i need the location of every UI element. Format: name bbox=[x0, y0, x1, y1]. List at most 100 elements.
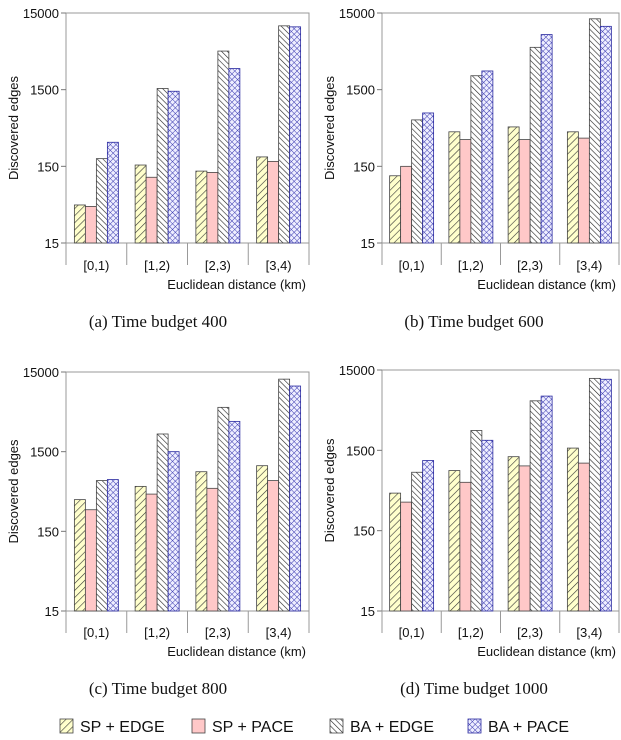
legend-label-sp_edge: SP + EDGE bbox=[80, 719, 165, 736]
caption-b: (b) Time budget 600 bbox=[404, 312, 543, 331]
bar-sp_pace-outline bbox=[206, 172, 219, 244]
bar-sp_pace-outline bbox=[267, 160, 280, 244]
y-tick-label: 150 bbox=[37, 159, 59, 174]
y-axis-label: Discovered edges bbox=[322, 438, 337, 543]
bar-ba_pace-outline bbox=[540, 34, 553, 244]
bar-sp_edge-outline bbox=[134, 164, 147, 244]
bar-sp_pace-outline bbox=[400, 501, 413, 612]
bar-ba_pace-outline bbox=[540, 395, 553, 612]
bar-ba_pace-outline bbox=[481, 439, 494, 612]
legend-swatch-outline bbox=[191, 718, 206, 734]
x-tick-label: [3,4) bbox=[266, 258, 292, 273]
bar-ba_edge-outline bbox=[529, 46, 542, 244]
bar-sp_edge-outline bbox=[389, 175, 402, 244]
bar-ba_pace-outline bbox=[289, 26, 302, 244]
y-axis-label: Discovered edges bbox=[6, 439, 21, 544]
x-tick-label: [0,1) bbox=[399, 625, 425, 640]
y-tick-label: 150 bbox=[37, 524, 59, 539]
legend-swatch-outline bbox=[329, 718, 344, 734]
bar-sp_edge-outline bbox=[73, 499, 86, 612]
y-tick-label: 1500 bbox=[346, 443, 375, 458]
bar-ba_edge-outline bbox=[217, 406, 230, 612]
x-tick-label: [0,1) bbox=[83, 625, 109, 640]
x-axis-label: Euclidean distance (km) bbox=[477, 277, 616, 292]
y-tick-label: 15000 bbox=[339, 363, 375, 378]
y-tick-label: 1500 bbox=[30, 83, 59, 98]
bar-ba_pace-outline bbox=[289, 385, 302, 612]
bar-ba_edge-outline bbox=[470, 430, 483, 612]
bar-sp_pace-outline bbox=[518, 139, 531, 244]
bar-sp_edge-outline bbox=[134, 485, 147, 612]
bar-ba_edge-outline bbox=[588, 377, 601, 612]
bar-sp_edge-outline bbox=[195, 471, 208, 612]
bar-sp_pace-outline bbox=[400, 165, 413, 244]
bar-ba_edge-outline bbox=[529, 400, 542, 612]
legend-label-ba_edge: BA + EDGE bbox=[350, 719, 434, 736]
bar-ba_edge-outline bbox=[278, 25, 291, 244]
y-tick-label: 15 bbox=[361, 604, 375, 619]
bar-sp_edge-outline bbox=[507, 456, 520, 612]
bar-ba_pace-outline bbox=[481, 70, 494, 244]
bar-sp_edge-outline bbox=[256, 465, 269, 612]
legend-label-ba_pace: BA + PACE bbox=[488, 719, 569, 736]
bar-ba_pace-outline bbox=[599, 25, 612, 244]
subplot-d: 15 150 1500 15000 Discovered edges [0,1) [1,2)… bbox=[322, 363, 620, 659]
y-tick-label: 15 bbox=[45, 236, 59, 251]
x-tick-label: [2,3) bbox=[517, 625, 543, 640]
y-tick-label: 15000 bbox=[23, 6, 59, 21]
bar-sp_edge-outline bbox=[448, 131, 461, 244]
bar-sp_pace-outline bbox=[206, 487, 219, 612]
bar-ba_pace-outline bbox=[167, 451, 180, 612]
bar-sp_pace-outline bbox=[145, 176, 158, 244]
bar-ba_pace-outline bbox=[228, 68, 241, 244]
bar-ba_edge-outline bbox=[470, 75, 483, 244]
x-tick-label: [2,3) bbox=[205, 258, 231, 273]
bar-ba_pace-outline bbox=[599, 378, 612, 612]
bar-ba_edge-outline bbox=[95, 158, 108, 244]
bar-ba_edge-outline bbox=[217, 50, 230, 244]
bar-ba_pace-outline bbox=[106, 141, 119, 244]
x-tick-label: [3,4) bbox=[576, 258, 602, 273]
bar-sp_edge-outline bbox=[256, 156, 269, 244]
caption-a: (a) Time budget 400 bbox=[89, 312, 227, 331]
x-axis-label: Euclidean distance (km) bbox=[167, 644, 306, 659]
x-tick-label: [0,1) bbox=[399, 258, 425, 273]
x-axis-label: Euclidean distance (km) bbox=[477, 644, 616, 659]
bar-ba_pace-outline bbox=[422, 460, 435, 612]
x-tick-label: [2,3) bbox=[517, 258, 543, 273]
y-tick-label: 15 bbox=[361, 236, 375, 251]
bar-ba_edge-outline bbox=[95, 480, 108, 612]
bar-sp_pace-outline bbox=[84, 509, 97, 612]
bar-ba_edge-outline bbox=[156, 88, 169, 244]
bar-ba_pace-outline bbox=[167, 90, 180, 244]
legend: SP + EDGE SP + PACE BA + EDGE BA + PACE bbox=[59, 718, 569, 736]
x-axis-label: Euclidean distance (km) bbox=[167, 277, 306, 292]
y-tick-label: 15 bbox=[45, 604, 59, 619]
subplot-c: 15 150 1500 15000 Discovered edges [0,1) [1,2)… bbox=[6, 365, 310, 659]
subplot-a: 15 150 1500 15000 Discovered edges [0,1) [1,2)… bbox=[6, 6, 310, 292]
bar-ba_edge-outline bbox=[411, 471, 424, 612]
y-tick-label: 15000 bbox=[339, 6, 375, 21]
bar-ba_pace-outline bbox=[422, 112, 435, 244]
bar-sp_pace-outline bbox=[145, 493, 158, 612]
bar-sp_edge-outline bbox=[448, 470, 461, 612]
bar-sp_edge-outline bbox=[73, 204, 86, 244]
x-tick-label: [1,2) bbox=[458, 258, 484, 273]
x-tick-label: [1,2) bbox=[458, 625, 484, 640]
x-tick-label: [2,3) bbox=[205, 625, 231, 640]
x-tick-label: [0,1) bbox=[83, 258, 109, 273]
y-tick-label: 150 bbox=[353, 159, 375, 174]
bar-ba_edge-outline bbox=[411, 119, 424, 244]
y-tick-label: 1500 bbox=[346, 83, 375, 98]
bar-sp_pace-outline bbox=[267, 480, 280, 612]
bar-ba_pace-outline bbox=[106, 479, 119, 612]
bar-sp_edge-outline bbox=[507, 126, 520, 244]
caption-d: (d) Time budget 1000 bbox=[400, 679, 548, 698]
y-axis-label: Discovered edges bbox=[322, 75, 337, 180]
legend-swatch-outline bbox=[59, 718, 74, 734]
x-tick-label: [1,2) bbox=[144, 625, 170, 640]
bar-sp_pace-outline bbox=[518, 465, 531, 612]
y-tick-label: 1500 bbox=[30, 445, 59, 460]
caption-c: (c) Time budget 800 bbox=[89, 679, 227, 698]
